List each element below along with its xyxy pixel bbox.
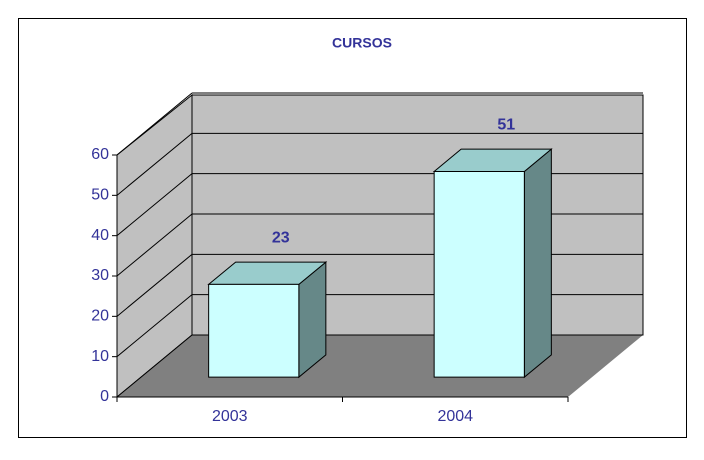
bar [433,170,525,378]
data-label: 23 [272,229,290,246]
chart-title: CURSOS [332,35,392,51]
y-tick-label: 60 [91,146,109,163]
y-tick-label: 50 [91,187,109,204]
bar-side [523,148,552,379]
y-tick-label: 40 [91,227,109,244]
bar [208,283,300,378]
x-tick-label: 2003 [212,408,248,425]
y-tick-label: 20 [91,308,109,325]
grid-line [116,294,193,358]
grid-line [116,92,193,156]
y-tick-label: 10 [91,348,109,365]
grid-line [116,253,193,317]
grid-line [116,334,193,398]
data-label: 51 [497,116,515,133]
grid-line [116,132,193,196]
grid-line [116,173,193,237]
floor [117,335,643,397]
grid-line [116,213,193,277]
y-tick-label: 0 [100,388,109,405]
y-tick-label: 30 [91,267,109,284]
x-tick-label: 2004 [437,408,473,425]
